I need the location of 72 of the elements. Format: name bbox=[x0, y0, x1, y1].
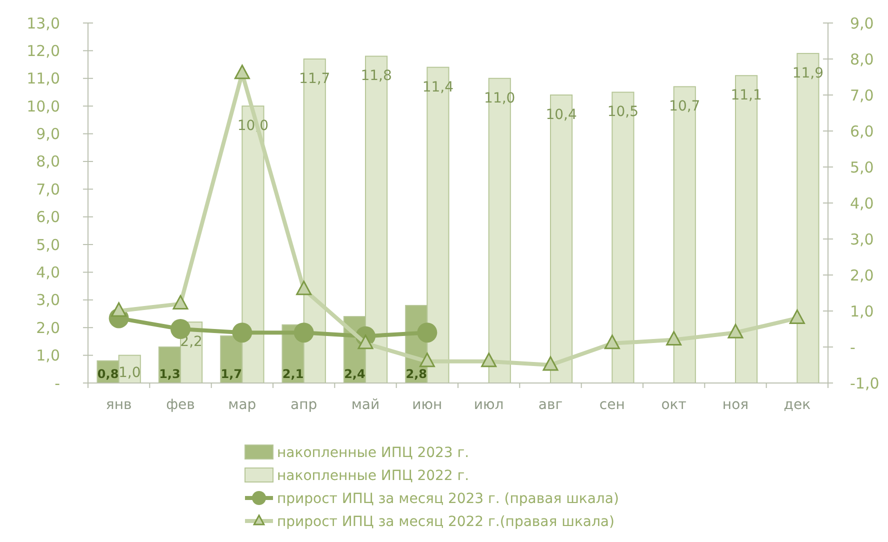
y-tick-label: 8,0 bbox=[36, 152, 60, 171]
y-tick-label: 5,0 bbox=[36, 236, 60, 254]
y-tick-label: 1,0 bbox=[36, 346, 60, 365]
data-label: 10,5 bbox=[607, 104, 639, 120]
data-label: 11,8 bbox=[360, 68, 392, 84]
y-tick-label: 7,0 bbox=[36, 180, 60, 198]
y-tick-label: 12,0 bbox=[26, 42, 60, 60]
point bbox=[419, 352, 435, 368]
point bbox=[232, 322, 252, 343]
point bbox=[172, 295, 188, 310]
y-tick-label: 2,0 bbox=[36, 318, 60, 337]
data-label: 1,3 bbox=[159, 367, 180, 381]
data-label: 1,7 bbox=[220, 367, 242, 381]
y-tick-label: 9,0 bbox=[36, 125, 60, 144]
legend-label: накопленные ИПЦ 2022 г. bbox=[277, 468, 470, 484]
data-label: 10,7 bbox=[669, 98, 700, 115]
y-tick-label: 13,0 bbox=[26, 14, 60, 32]
y2-tick-label: 7,0 bbox=[850, 86, 874, 104]
y2-tick-label: - bbox=[850, 338, 856, 356]
data-label: 0,8 bbox=[97, 367, 119, 381]
data-label: 2,1 bbox=[282, 367, 304, 381]
y2-tick-label: 4,0 bbox=[850, 194, 874, 212]
y2-tick-label: 5,0 bbox=[850, 158, 874, 176]
y-tick-label: - bbox=[54, 374, 60, 392]
y2-tick-label: -1,0 bbox=[850, 374, 880, 392]
point bbox=[481, 352, 497, 368]
data-label: 1,0 bbox=[118, 365, 141, 381]
x-tick-label: ноя bbox=[722, 397, 749, 413]
data-label: 2,8 bbox=[406, 367, 428, 381]
y2-tick-label: 6,0 bbox=[850, 122, 874, 140]
y-tick-label: 3,0 bbox=[36, 291, 60, 310]
data-label: 11,0 bbox=[484, 90, 516, 106]
y-tick-label: 10,0 bbox=[26, 97, 60, 116]
point bbox=[296, 280, 312, 296]
x-tick-label: июл bbox=[474, 397, 504, 413]
data-label: 11,7 bbox=[299, 71, 330, 87]
y-tick-label: 6,0 bbox=[36, 208, 60, 226]
point bbox=[728, 324, 744, 338]
x-tick-label: май bbox=[351, 397, 380, 413]
y2-tick-label: 2,0 bbox=[850, 266, 874, 284]
point bbox=[666, 331, 682, 346]
x-tick-label: фев bbox=[166, 397, 195, 413]
point bbox=[234, 64, 250, 80]
x-tick-label: окт bbox=[661, 397, 686, 413]
data-label: 10,4 bbox=[546, 107, 577, 123]
y2-tick-label: 8,0 bbox=[850, 50, 874, 68]
x-tick-label: июн bbox=[412, 397, 442, 413]
point bbox=[294, 322, 314, 343]
x-tick-label: дек bbox=[784, 397, 811, 413]
x-tick-label: апр bbox=[290, 397, 318, 413]
y-tick-label: 4,0 bbox=[36, 263, 60, 282]
data-label: 11,4 bbox=[422, 79, 454, 96]
legend-label: прирост ИПЦ за месяц 2022 г.(правая шкала) bbox=[277, 514, 614, 530]
legend-label: накопленные ИПЦ 2023 г. bbox=[277, 444, 470, 461]
x-tick-label: мар bbox=[228, 397, 256, 413]
data-label: 11,1 bbox=[730, 88, 762, 104]
point bbox=[542, 356, 558, 371]
y2-tick-label: 9,0 bbox=[850, 14, 874, 32]
x-tick-label: сен bbox=[599, 397, 625, 413]
x-tick-label: янв bbox=[106, 397, 132, 413]
y2-tick-label: 1,0 bbox=[850, 302, 874, 320]
y2-tick-label: 3,0 bbox=[850, 230, 874, 248]
point bbox=[417, 322, 438, 343]
y-tick-label: 11,0 bbox=[26, 70, 60, 88]
point bbox=[604, 334, 620, 350]
data-label: 11,9 bbox=[792, 65, 824, 82]
data-label: 10,0 bbox=[237, 118, 269, 134]
point bbox=[789, 309, 805, 324]
x-tick-label: авг bbox=[538, 397, 563, 413]
data-label: 2,4 bbox=[344, 367, 366, 381]
point bbox=[111, 302, 127, 317]
legend-label: прирост ИПЦ за месяц 2023 г. (правая шкала) bbox=[277, 490, 619, 507]
